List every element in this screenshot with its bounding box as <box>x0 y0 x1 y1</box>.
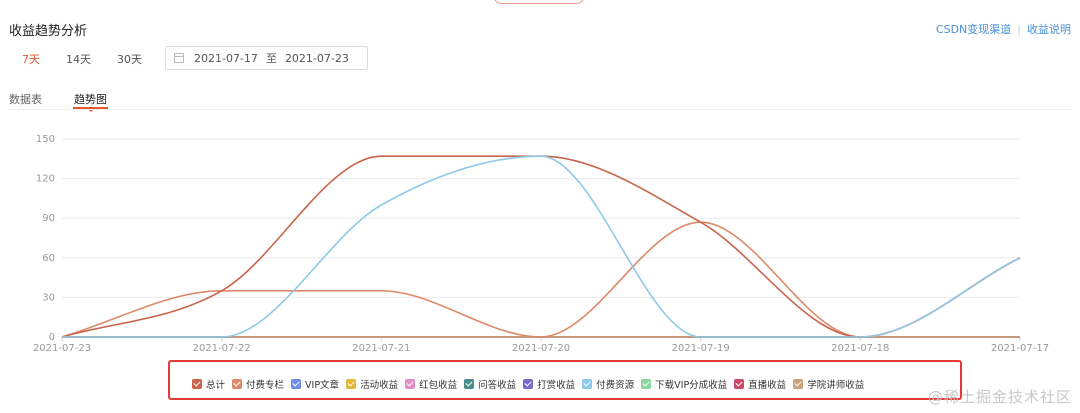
chart-legend: 总计 付费专栏 VIP文章 活动收益 红包收益 问答收益 打赏收益 付费资源 下载VIP分成收益… <box>192 377 871 391</box>
x-tick-label: 2021-07-18 <box>831 343 889 354</box>
x-tick-label: 2021-07-20 <box>512 343 570 354</box>
tab-divider <box>9 109 1071 110</box>
date-separator: 至 <box>265 52 277 65</box>
legend-label: 学院讲师收益 <box>807 380 865 391</box>
legend-label: 付费专栏 <box>246 380 285 391</box>
range-14-days[interactable]: 14天 <box>66 53 91 66</box>
y-tick-label: 150 <box>36 134 55 145</box>
legend-checkbox-icon <box>582 379 593 389</box>
legend-label: 活动收益 <box>360 380 399 391</box>
y-tick-label: 30 <box>42 292 55 303</box>
legend-label: 直播收益 <box>748 380 787 391</box>
series-line <box>61 155 1021 338</box>
legend-checkbox-icon <box>405 379 416 389</box>
x-tick-label: 2021-07-21 <box>352 343 410 354</box>
legend-item[interactable]: 打赏收益 <box>523 377 575 391</box>
legend-checkbox-icon <box>346 379 357 389</box>
legend-item[interactable]: 付费资源 <box>582 377 634 391</box>
x-tick-label: 2021-07-22 <box>193 343 251 354</box>
range-30-days[interactable]: 30天 <box>117 53 142 66</box>
legend-item[interactable]: 活动收益 <box>346 377 398 391</box>
range-options: 7天 14天 30天 <box>22 51 168 67</box>
legend-item[interactable]: VIP文章 <box>291 377 339 391</box>
legend-checkbox-icon <box>232 379 243 389</box>
legend-label: 总计 <box>206 380 226 391</box>
legend-label: VIP文章 <box>305 380 340 391</box>
watermark: @稀土掘金技术社区 <box>927 388 1072 406</box>
legend-item[interactable]: 问答收益 <box>464 377 516 391</box>
legend-item[interactable]: 下载VIP分成收益 <box>641 377 727 391</box>
tab-trend-chart[interactable]: 趋势图 <box>73 93 108 112</box>
legend-item[interactable]: 红包收益 <box>405 377 457 391</box>
legend-checkbox-icon <box>464 379 475 389</box>
y-tick-label: 0 <box>49 332 55 343</box>
x-tick-label: 2021-07-17 <box>991 343 1049 354</box>
csdn-channel-link[interactable]: CSDN变现渠道 <box>935 23 1012 36</box>
date-end: 2021-07-23 <box>284 51 349 65</box>
legend-label: 付费资源 <box>596 380 635 391</box>
legend-checkbox-icon <box>192 379 202 389</box>
y-tick-label: 60 <box>42 253 55 264</box>
legend-item[interactable]: 总计 <box>192 377 225 391</box>
tab-data-table[interactable]: 数据表 <box>9 93 42 106</box>
date-start: 2021-07-17 <box>194 51 258 65</box>
legend-checkbox-icon <box>523 379 534 389</box>
legend-label: 问答收益 <box>478 380 517 391</box>
legend-item[interactable]: 学院讲师收益 <box>793 377 864 391</box>
legend-checkbox-icon <box>793 379 804 389</box>
legend-label: 打赏收益 <box>537 380 576 391</box>
legend-checkbox-icon <box>291 379 302 389</box>
legend-label: 下载VIP分成收益 <box>655 380 728 391</box>
date-range-picker[interactable]: 2021-07-17 至 2021-07-23 <box>165 46 368 70</box>
income-help-link[interactable]: 收益说明 <box>1027 23 1071 36</box>
y-tick-label: 90 <box>42 213 55 224</box>
x-tick-label: 2021-07-19 <box>672 343 730 354</box>
legend-checkbox-icon <box>734 379 745 389</box>
page-title: 收益趋势分析 <box>9 24 88 39</box>
legend-label: 红包收益 <box>419 380 458 391</box>
link-separator: | <box>1017 22 1021 36</box>
header-links: CSDN变现渠道 | 收益说明 <box>936 21 1071 37</box>
range-7-days[interactable]: 7天 <box>22 53 40 66</box>
series-line <box>61 155 1021 338</box>
series-line <box>61 221 1021 338</box>
y-tick-label: 120 <box>36 174 55 185</box>
view-tabs: 数据表 趋势图 <box>9 91 139 112</box>
calendar-icon <box>174 53 184 63</box>
legend-item[interactable]: 付费专栏 <box>232 377 284 391</box>
legend-checkbox-icon <box>641 379 652 389</box>
legend-item[interactable]: 直播收益 <box>734 377 786 391</box>
legend-highlight-box <box>168 360 962 400</box>
x-tick-label: 2021-07-23 <box>33 343 91 354</box>
